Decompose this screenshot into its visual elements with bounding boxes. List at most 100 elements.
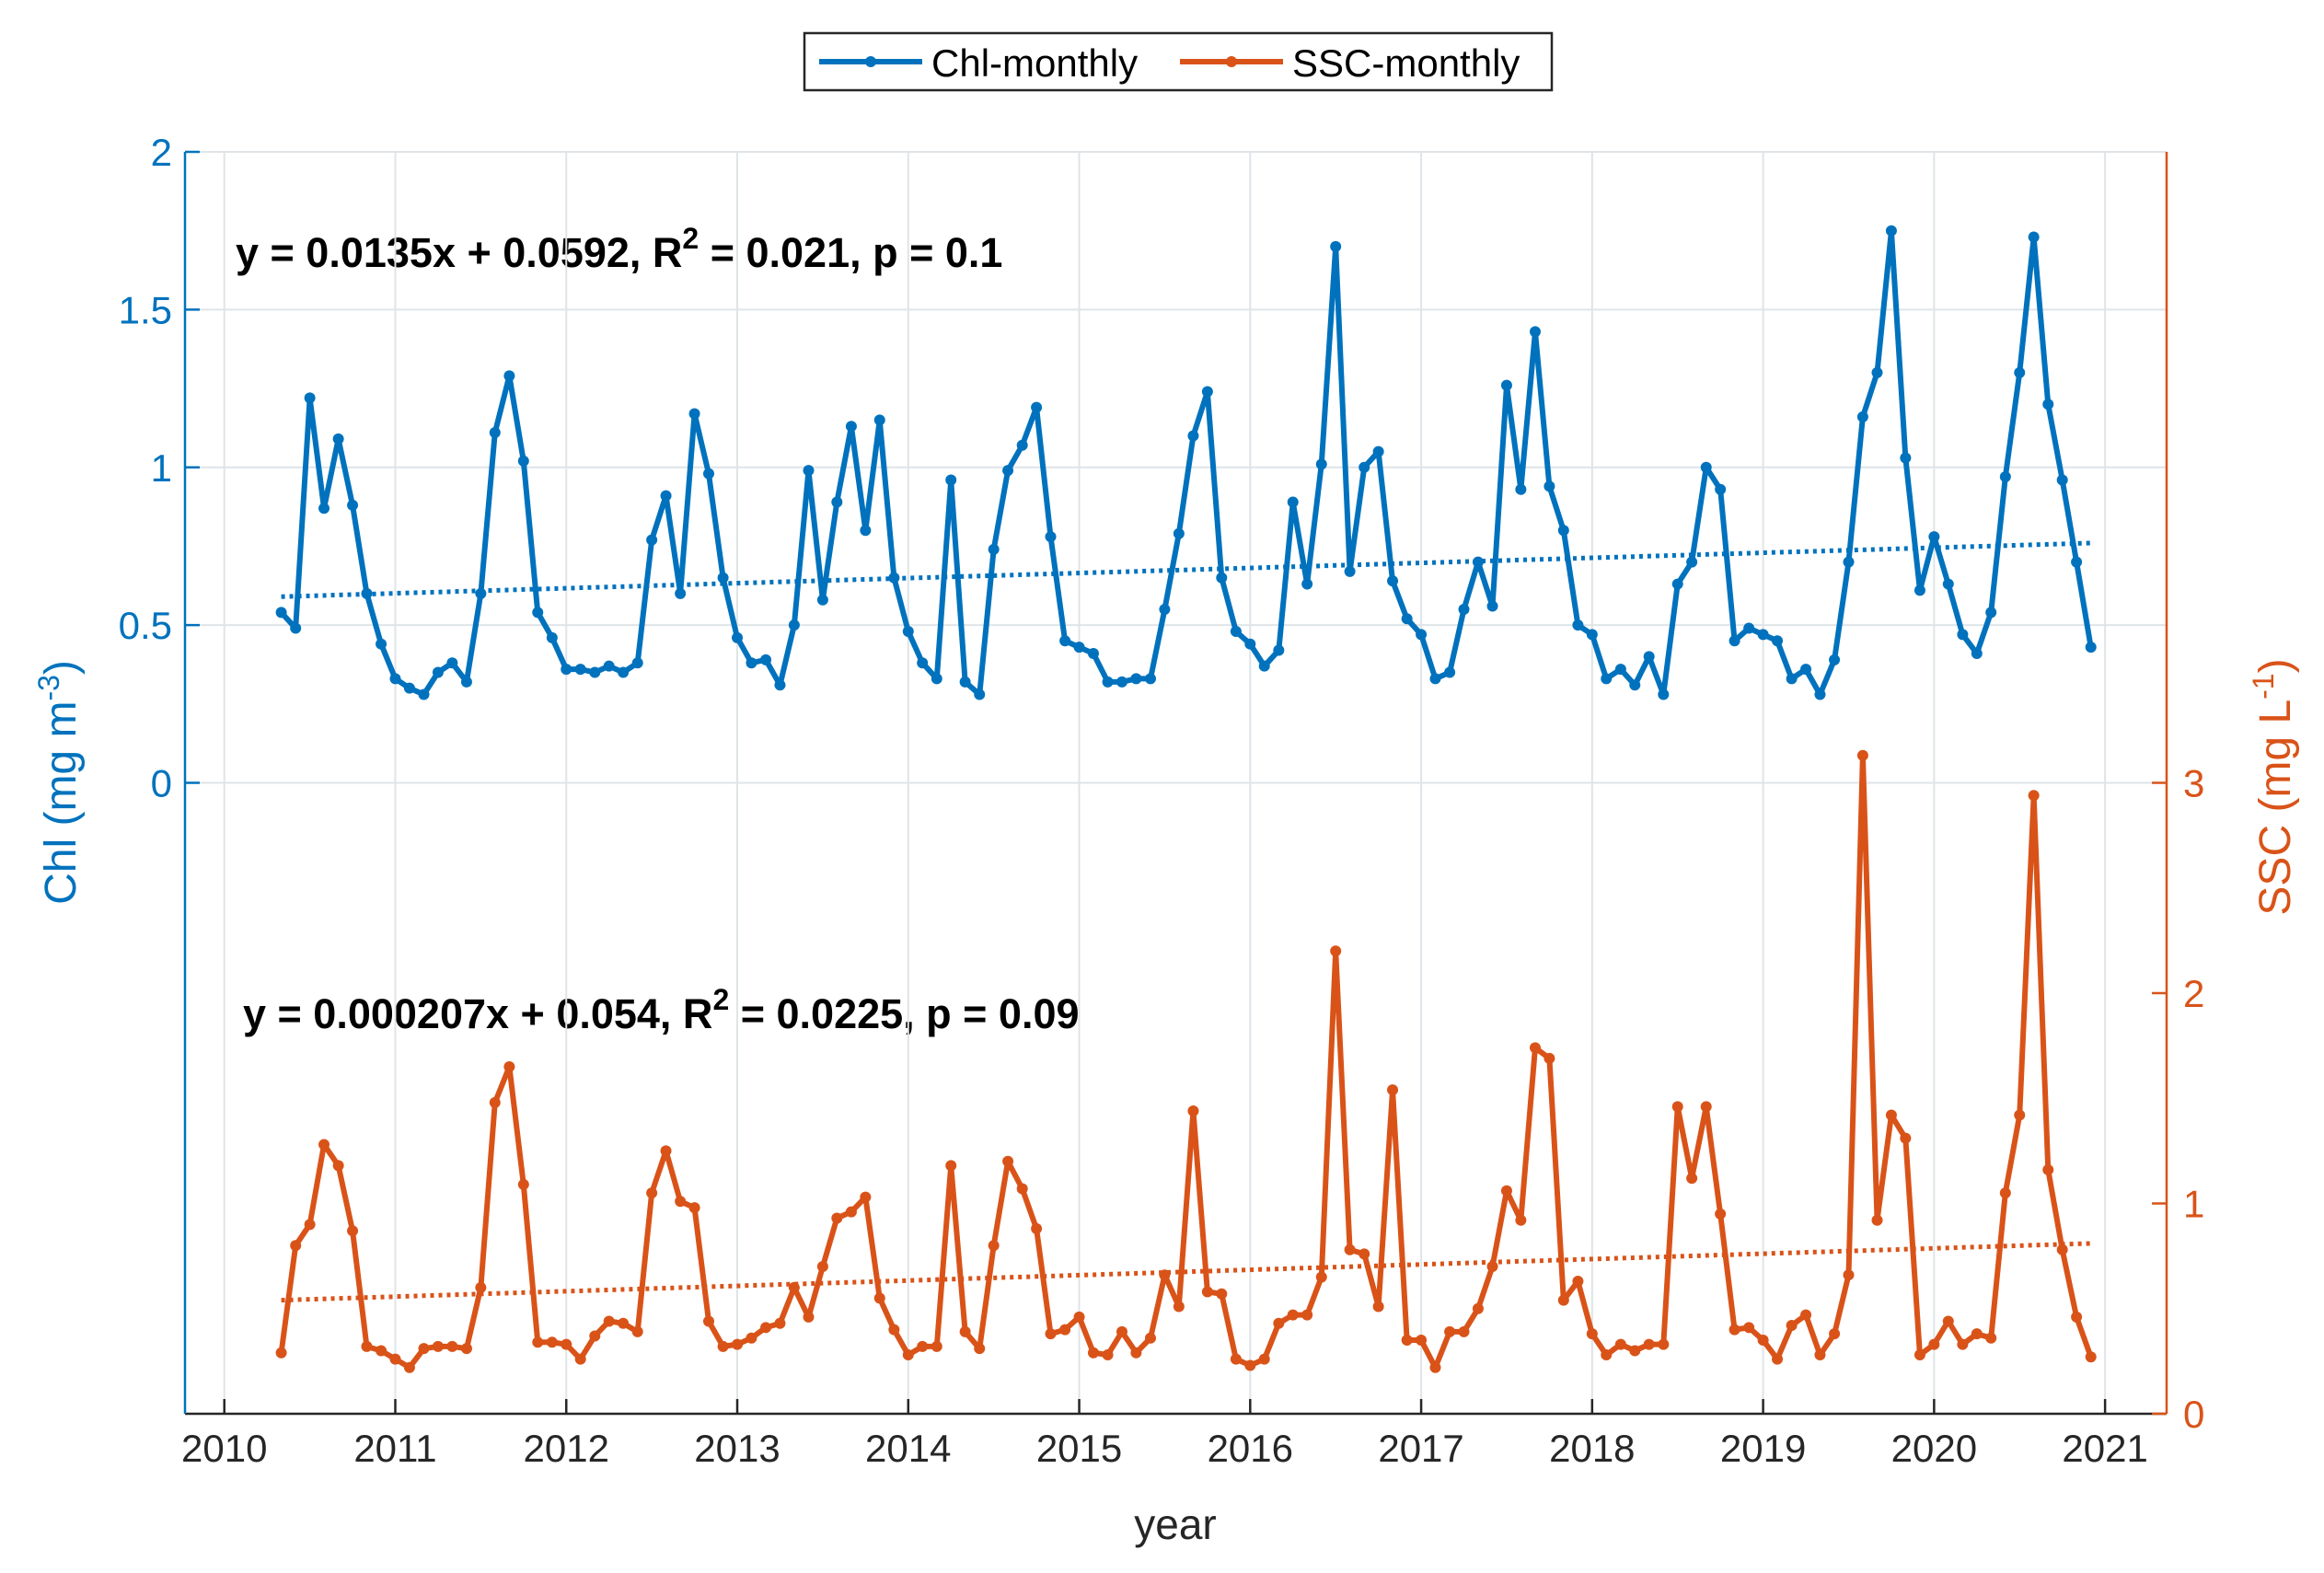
point <box>1500 379 1512 391</box>
point <box>1572 1276 1584 1288</box>
point <box>760 1322 772 1334</box>
point <box>1173 1301 1185 1313</box>
point <box>931 673 942 685</box>
point <box>618 1317 630 1329</box>
point <box>1045 1328 1057 1340</box>
point <box>347 499 359 511</box>
point <box>1087 1347 1099 1359</box>
point <box>1429 673 1441 685</box>
point <box>574 1353 586 1365</box>
point <box>1273 1317 1285 1329</box>
point <box>902 625 914 637</box>
y2-tick-label: 3 <box>2183 762 2204 805</box>
point <box>675 1196 687 1208</box>
point <box>1786 1320 1798 1332</box>
point <box>432 1340 444 1352</box>
point <box>2056 1243 2068 1255</box>
trend-line <box>281 1241 2091 1303</box>
point <box>1486 600 1498 612</box>
y-tick-label: 1.5 <box>119 288 172 331</box>
point <box>746 1332 757 1344</box>
point <box>717 572 729 584</box>
point <box>1472 556 1484 568</box>
point <box>2014 366 2026 378</box>
point <box>1073 642 1085 653</box>
point <box>361 587 373 599</box>
point <box>532 1336 544 1348</box>
point <box>1187 430 1199 442</box>
point <box>688 408 700 420</box>
point <box>1601 1349 1613 1361</box>
point <box>1130 673 1142 685</box>
point <box>988 543 1000 555</box>
legend: Chl-monthly SSC-monthly <box>803 31 1554 92</box>
x-tick-label: 2016 <box>1208 1427 1293 1470</box>
point <box>1885 1109 1897 1121</box>
point <box>1059 635 1071 647</box>
point <box>1629 679 1641 691</box>
point <box>1658 1338 1670 1350</box>
point <box>788 1281 800 1293</box>
point <box>917 1340 929 1352</box>
x-tick-label: 2014 <box>865 1427 951 1470</box>
point <box>1515 483 1527 495</box>
point <box>688 1202 700 1214</box>
point <box>1885 225 1897 237</box>
point <box>475 587 487 599</box>
point <box>1102 1349 1114 1361</box>
point <box>717 1340 729 1352</box>
x-tick-label: 2012 <box>524 1427 609 1470</box>
point <box>1871 1214 1883 1226</box>
point <box>332 433 344 445</box>
point <box>1871 366 1883 378</box>
point <box>1315 1271 1327 1283</box>
point <box>1928 531 1940 543</box>
point <box>1557 525 1569 537</box>
point <box>1957 1338 1969 1350</box>
point <box>702 468 714 480</box>
point <box>1971 647 1983 659</box>
point <box>1401 613 1413 625</box>
point <box>1900 1132 1912 1144</box>
point <box>503 1060 515 1072</box>
point <box>1999 471 2011 483</box>
annotation-part: y = 0.0135x + 0.0592, R <box>236 229 682 276</box>
point <box>1800 664 1812 676</box>
point <box>860 1191 872 1203</box>
point <box>1686 1173 1698 1185</box>
point <box>2085 642 2097 653</box>
point <box>446 657 458 669</box>
point <box>318 1139 330 1151</box>
y-label-part: ) <box>37 660 86 675</box>
point <box>1614 664 1626 676</box>
point <box>561 1338 572 1350</box>
point <box>1800 1309 1812 1321</box>
point <box>1772 635 1784 647</box>
point <box>1216 1288 1228 1300</box>
point <box>816 1261 828 1273</box>
point <box>845 1206 857 1218</box>
point <box>1159 1269 1171 1281</box>
point <box>1372 1301 1384 1313</box>
point <box>1258 1353 1270 1365</box>
point <box>1914 1349 1925 1361</box>
point <box>1942 578 1954 590</box>
point <box>389 1353 401 1365</box>
point <box>503 370 515 382</box>
point <box>1359 1248 1370 1260</box>
point <box>1216 572 1228 584</box>
point <box>376 1345 387 1357</box>
point <box>1387 1084 1399 1096</box>
point <box>2014 1109 2026 1121</box>
point <box>732 631 744 643</box>
point <box>1643 1338 1655 1350</box>
point <box>1458 1325 1470 1337</box>
y2-label-part: SSC (mg L <box>2251 700 2300 916</box>
point <box>1145 1332 1157 1344</box>
legend-marker <box>865 56 876 67</box>
point <box>974 1343 986 1355</box>
point <box>888 572 900 584</box>
point <box>1544 480 1555 492</box>
point <box>2042 399 2054 411</box>
